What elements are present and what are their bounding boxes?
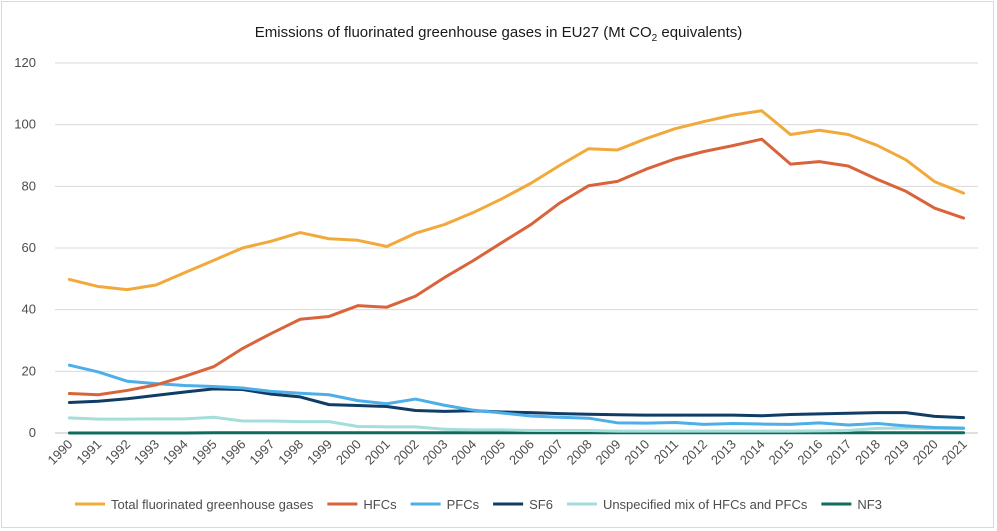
x-tick-label: 1991 (73, 437, 104, 468)
chart-title-prefix: Emissions of fluorinated greenhouse gase… (254, 24, 652, 41)
series-line (67, 109, 966, 292)
x-tick-label: 2001 (362, 437, 393, 468)
legend-label: Unspecified mix of HFCs and PFCs (603, 497, 808, 512)
x-tick-label: 1992 (102, 437, 133, 468)
x-tick-label: 2003 (419, 437, 450, 468)
x-tick-label: 2021 (939, 437, 970, 468)
x-tick-label: 2009 (593, 437, 624, 468)
x-tick-label: 2000 (333, 437, 364, 468)
x-tick-label: 2002 (391, 437, 422, 468)
y-tick-label: 20 (22, 363, 36, 378)
x-tick-label: 2011 (651, 437, 681, 467)
chart-title-subscript: 2 (651, 33, 658, 44)
series-lines (67, 109, 966, 435)
x-axis: 1990199119921993199419951996199719981999… (44, 432, 978, 468)
x-tick-label: 2004 (448, 437, 479, 468)
series-line (67, 137, 966, 397)
series-line (67, 363, 966, 430)
legend: Total fluorinated greenhouse gases HFCs PF… (75, 497, 882, 512)
x-tick-label: 2007 (535, 437, 566, 468)
legend-label: HFCs (363, 497, 397, 512)
x-tick-label: 2014 (737, 437, 768, 468)
x-tick-label: 2013 (708, 437, 739, 468)
chart-title-suffix: equivalents) (657, 24, 743, 41)
y-axis: 0 20 40 60 80 100 120 (14, 55, 36, 440)
x-tick-label: 1990 (44, 437, 75, 468)
x-tick-label: 2008 (564, 437, 595, 468)
x-tick-label: 1995 (189, 437, 220, 468)
y-tick-label: 120 (14, 55, 36, 70)
x-tick-label: 2016 (794, 437, 825, 468)
legend-label: SF6 (529, 497, 553, 512)
gridlines (55, 62, 978, 372)
series-line (67, 387, 966, 420)
x-tick-label: 2005 (477, 437, 508, 468)
series-line (67, 415, 966, 433)
x-tick-label: 1993 (131, 437, 162, 468)
x-tick-label: 1994 (160, 437, 191, 468)
x-tick-label: 2017 (823, 437, 854, 468)
x-tick-label: 2018 (852, 437, 883, 468)
legend-label: Total fluorinated greenhouse gases (111, 497, 314, 512)
y-tick-label: 60 (22, 240, 36, 255)
x-tick-label: 2019 (881, 437, 912, 468)
chart-title: Emissions of fluorinated greenhouse gase… (0, 24, 997, 44)
x-tick-label: 1998 (275, 437, 306, 468)
legend-label: NF3 (857, 497, 882, 512)
x-tick-label: 1996 (218, 437, 249, 468)
x-tick-label: 2012 (679, 437, 710, 468)
y-tick-label: 0 (29, 425, 36, 440)
y-tick-label: 80 (22, 178, 36, 193)
x-tick-label: 2006 (506, 437, 537, 468)
legend-label: PFCs (447, 497, 480, 512)
x-tick-label: 1997 (246, 437, 277, 468)
x-tick-label: 1999 (304, 437, 335, 468)
x-tick-label: 2010 (621, 437, 652, 468)
x-tick-label: 2015 (766, 437, 797, 468)
x-tick-label: 2020 (910, 437, 941, 468)
y-tick-label: 100 (14, 117, 36, 132)
y-tick-label: 40 (22, 302, 36, 317)
